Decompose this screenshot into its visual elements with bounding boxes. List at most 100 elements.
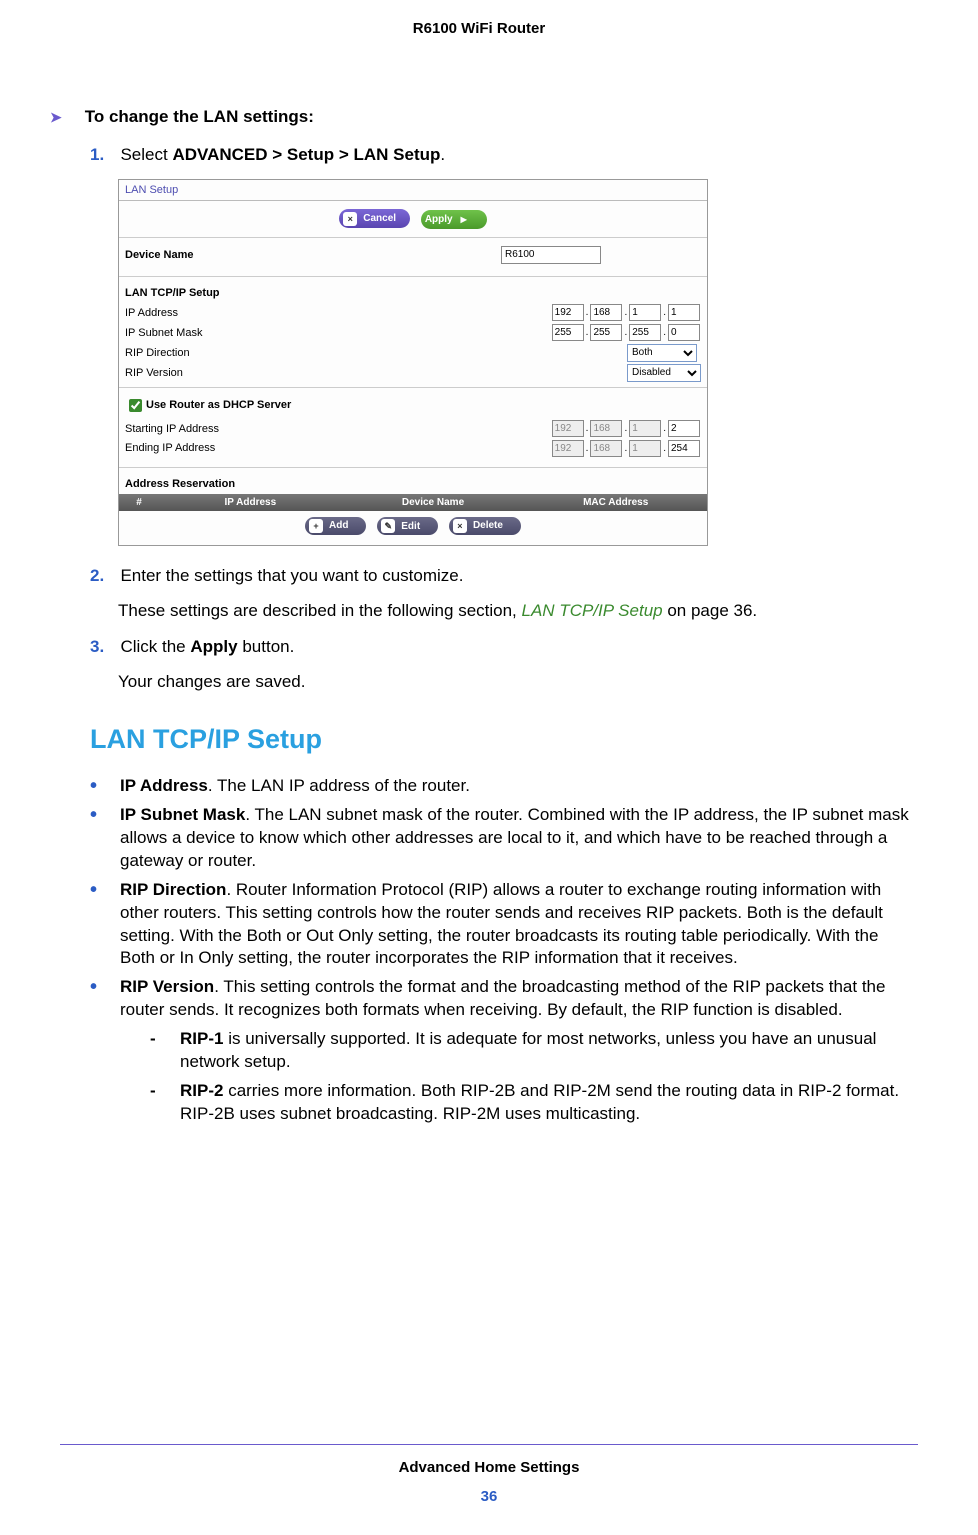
- text: carries more information. Both RIP-2B an…: [180, 1081, 899, 1123]
- mask-octet-2[interactable]: [590, 324, 622, 341]
- rip-version-row: RIP Version Disabled: [119, 363, 707, 383]
- rip-version-select[interactable]: Disabled: [627, 364, 701, 382]
- sub-text: RIP-2 carries more information. Both RIP…: [180, 1080, 918, 1126]
- bullet-text: IP Address. The LAN IP address of the ro…: [120, 775, 918, 798]
- label: Starting IP Address: [125, 423, 551, 435]
- addr-table-header: # IP Address Device Name MAC Address: [119, 494, 707, 511]
- label: Edit: [401, 521, 420, 532]
- addr-res-label: Address Reservation: [119, 472, 707, 494]
- ip-address-row: IP Address . . .: [119, 303, 707, 323]
- dhcp-check-row: Use Router as DHCP Server: [119, 392, 707, 419]
- addr-buttons-row: + Add ✎ Edit × Delete: [119, 511, 707, 546]
- step-number: 1.: [90, 145, 116, 165]
- chevron-icon: ➤: [50, 109, 68, 126]
- bullet-icon: •: [90, 775, 120, 798]
- bold: RIP Version: [120, 977, 214, 996]
- col-hash: #: [119, 497, 159, 508]
- text: button.: [238, 637, 295, 656]
- text: . This setting controls the format and t…: [120, 977, 885, 1019]
- lan-tcpip-heading: LAN TCP/IP Setup: [90, 724, 918, 755]
- mask-octet-4[interactable]: [668, 324, 700, 341]
- text: is universally supported. It is adequate…: [180, 1029, 876, 1071]
- device-name-input[interactable]: [501, 246, 601, 264]
- rip-direction-select[interactable]: Both: [627, 344, 697, 362]
- text: . The LAN IP address of the router.: [208, 776, 470, 795]
- close-icon: ×: [453, 519, 467, 533]
- footer-section-title: Advanced Home Settings: [0, 1459, 978, 1476]
- dhcp-server-checkbox[interactable]: [129, 399, 142, 412]
- bullet-text: RIP Version. This setting controls the f…: [120, 976, 918, 1132]
- step-3: 3. Click the Apply button.: [90, 637, 918, 657]
- step-3-body: Your changes are saved.: [118, 671, 918, 694]
- bold: Apply: [190, 637, 237, 656]
- tcpip-section-label: LAN TCP/IP Setup: [119, 281, 707, 303]
- bold: RIP-1: [180, 1029, 223, 1048]
- sub-bullet-list: - RIP-1 is universally supported. It is …: [150, 1028, 918, 1126]
- start-octet-1: [552, 420, 584, 437]
- subnet-mask-row: IP Subnet Mask . . .: [119, 323, 707, 343]
- procedure-heading-row: ➤ To change the LAN settings:: [50, 107, 918, 127]
- label: RIP Version: [125, 367, 627, 379]
- text: .: [440, 145, 445, 164]
- apply-button[interactable]: Apply▶: [421, 210, 487, 229]
- end-octet-4[interactable]: [668, 440, 700, 457]
- device-name-label: Device Name: [125, 249, 501, 261]
- cancel-button[interactable]: ×Cancel: [339, 209, 410, 228]
- end-octet-2: [590, 440, 622, 457]
- bullet-icon: •: [90, 804, 120, 873]
- mask-octet-1[interactable]: [552, 324, 584, 341]
- step-2: 2. Enter the settings that you want to c…: [90, 566, 918, 586]
- ip-octet-4[interactable]: [668, 304, 700, 321]
- button-row: ×Cancel Apply▶: [119, 201, 707, 238]
- ip-octet-1[interactable]: [552, 304, 584, 321]
- label: Delete: [473, 520, 503, 531]
- label: Add: [329, 520, 348, 531]
- text: Click the: [120, 637, 190, 656]
- page-number: 36: [0, 1488, 978, 1505]
- bullet-ip-address: • IP Address. The LAN IP address of the …: [90, 775, 918, 798]
- label: RIP Direction: [125, 347, 627, 359]
- bullet-subnet-mask: • IP Subnet Mask. The LAN subnet mask of…: [90, 804, 918, 873]
- cross-ref-link[interactable]: LAN TCP/IP Setup: [522, 601, 663, 620]
- delete-button[interactable]: × Delete: [449, 517, 521, 535]
- label: Ending IP Address: [125, 442, 551, 454]
- start-octet-3: [629, 420, 661, 437]
- step-number: 2.: [90, 566, 116, 586]
- add-button[interactable]: + Add: [305, 517, 366, 535]
- sub-bullet-rip1: - RIP-1 is universally supported. It is …: [150, 1028, 918, 1074]
- dash-icon: -: [150, 1028, 180, 1074]
- text: Select: [120, 145, 172, 164]
- step-text: Select ADVANCED > Setup > LAN Setup.: [120, 145, 445, 164]
- bold: RIP Direction: [120, 880, 226, 899]
- bullet-rip-direction: • RIP Direction. Router Information Prot…: [90, 879, 918, 971]
- dhcp-check-label: Use Router as DHCP Server: [146, 399, 291, 411]
- bullet-icon: •: [90, 879, 120, 971]
- edit-button[interactable]: ✎ Edit: [377, 517, 438, 535]
- page-footer: Advanced Home Settings 36: [0, 1444, 978, 1505]
- pencil-icon: ✎: [381, 519, 395, 533]
- col-device: Device Name: [342, 497, 525, 508]
- ip-octet-3[interactable]: [629, 304, 661, 321]
- footer-rule: [60, 1444, 918, 1445]
- text: on page 36.: [663, 601, 758, 620]
- label: IP Address: [125, 307, 551, 319]
- close-icon: ×: [343, 212, 357, 226]
- start-octet-2: [590, 420, 622, 437]
- rip-direction-row: RIP Direction Both: [119, 343, 707, 363]
- bullet-rip-version: • RIP Version. This setting controls the…: [90, 976, 918, 1132]
- dash-icon: -: [150, 1080, 180, 1126]
- text: These settings are described in the foll…: [118, 601, 522, 620]
- mask-octet-3[interactable]: [629, 324, 661, 341]
- step-number: 3.: [90, 637, 116, 657]
- procedure-heading: To change the LAN settings:: [85, 107, 314, 126]
- ip-octet-2[interactable]: [590, 304, 622, 321]
- bullet-text: RIP Direction. Router Information Protoc…: [120, 879, 918, 971]
- step-1: 1. Select ADVANCED > Setup > LAN Setup.: [90, 145, 918, 165]
- page: R6100 WiFi Router ➤ To change the LAN se…: [0, 0, 978, 1535]
- plus-icon: +: [309, 519, 323, 533]
- start-octet-4[interactable]: [668, 420, 700, 437]
- step-text: Enter the settings that you want to cust…: [120, 566, 463, 585]
- label: IP Subnet Mask: [125, 327, 551, 339]
- label: Apply: [425, 214, 453, 225]
- end-octet-3: [629, 440, 661, 457]
